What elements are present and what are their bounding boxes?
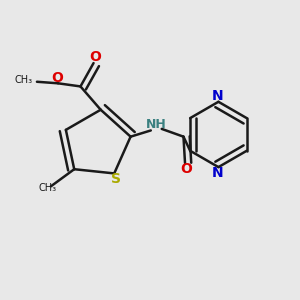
Text: O: O [89, 50, 101, 64]
Text: CH₃: CH₃ [38, 183, 56, 193]
Text: O: O [51, 71, 63, 85]
Text: S: S [111, 172, 121, 186]
Text: N: N [212, 166, 224, 180]
Text: O: O [181, 162, 193, 176]
Text: N: N [212, 89, 224, 103]
Text: CH₃: CH₃ [14, 75, 32, 85]
Text: NH: NH [146, 118, 167, 131]
